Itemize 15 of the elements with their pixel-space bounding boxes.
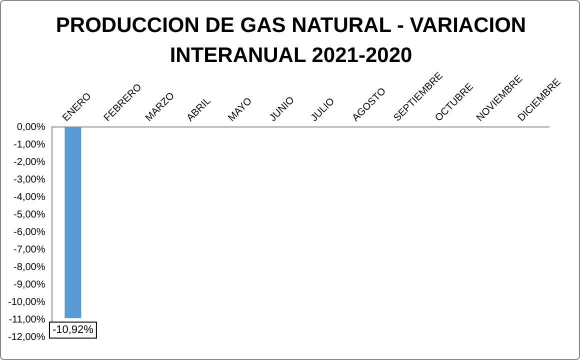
y-tick-label: -11,00% (8, 314, 46, 326)
y-tick-label: -9,00% (14, 279, 46, 290)
data-label: -10,92% (52, 324, 94, 336)
y-tick-label: 0,00% (16, 122, 46, 133)
y-tick-label: -6,00% (14, 226, 46, 238)
y-tick-label: -8,00% (14, 262, 46, 273)
y-tick-label: -1,00% (14, 139, 46, 150)
y-tick-label: -4,00% (14, 192, 46, 203)
y-tick-label: -2,00% (14, 156, 46, 168)
y-tick-label: -5,00% (14, 209, 46, 220)
chart-title: PRODUCCION DE GAS NATURAL - VARIACION INTERANUAL 2021-2020 (54, 13, 528, 69)
y-tick-label: -12,00% (8, 332, 46, 343)
y-tick-label: -3,00% (14, 174, 46, 186)
y-tick-label: -7,00% (14, 244, 46, 256)
y-tick-label: -10,00% (8, 296, 46, 308)
